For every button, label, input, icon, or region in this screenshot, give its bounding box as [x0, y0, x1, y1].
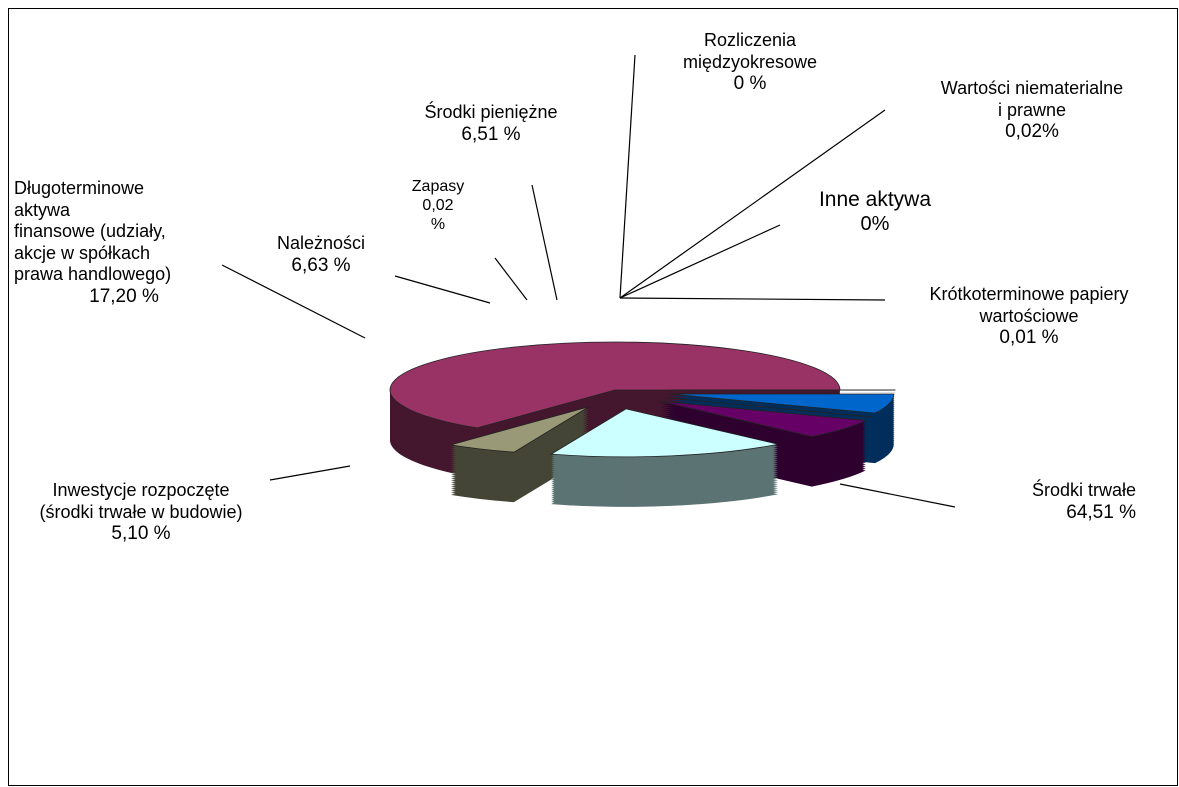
leader-line-3: [394, 275, 491, 304]
slice-value: 6,63 %: [291, 254, 351, 276]
leader-line-4: [494, 257, 528, 301]
slice-label-text: Inwestycje rozpoczęte (środki trwałe w b…: [39, 480, 243, 522]
pie-slice-3: [659, 400, 868, 437]
slice-value: 6,51 %: [461, 123, 521, 145]
leader-line-1: [269, 465, 351, 481]
slice-label-text: Inne aktywa: [818, 188, 932, 211]
slice-label-text: Środki pieniężne: [424, 102, 558, 122]
slice-label-text: Zapasy 0,02 %: [411, 178, 465, 234]
pie-slice-0: [389, 341, 841, 429]
slice-label-zapasy: Zapasy 0,02 %: [396, 177, 480, 235]
slice-label-text: Należności: [276, 233, 366, 253]
slice-value: 0,02%: [1005, 121, 1059, 143]
slice-label-rozliczenia: Rozliczenia międzyokresowe 0 %: [650, 30, 850, 96]
slice-label-text: Rozliczenia międzyokresowe: [682, 30, 818, 72]
leader-line-8: [619, 224, 781, 299]
slice-value: 5,10 %: [111, 523, 171, 545]
slice-label-srodki-trwale: Środki trwałe 64,51 %: [930, 480, 1136, 524]
slice-label-krotkoterminowe: Krótkoterminowe papiery wartościowe 0,01…: [900, 284, 1158, 350]
slice-label-srodki-pieniezne: Środki pieniężne 6,51 %: [396, 102, 586, 146]
leader-line-2: [221, 264, 366, 339]
slice-value: 17,20 %: [89, 285, 159, 307]
pie-slice-1: [450, 406, 589, 453]
leader-line-7: [619, 109, 886, 299]
slice-label-naleznosci: Należności 6,63 %: [256, 233, 386, 277]
slice-label-inwestycje: Inwestycje rozpoczęte (środki trwałe w b…: [14, 480, 268, 546]
slice-label-dlugoterminowe: Długoterminowe aktywa finansowe (udziały…: [14, 178, 234, 309]
slice-label-text: Środki trwałe: [1031, 480, 1136, 500]
slice-label-text: Wartości niematerialne i prawne: [940, 78, 1124, 120]
slice-value: 0 %: [733, 73, 767, 95]
pie-slice-4: [665, 397, 874, 418]
slice-label-wartosci-niematerialne: Wartości niematerialne i prawne 0,02%: [910, 78, 1154, 144]
slice-label-inne-aktywa: Inne aktywa 0%: [790, 187, 960, 236]
slice-value: 64,51 %: [1066, 501, 1136, 523]
pie-slice-side: [665, 399, 872, 419]
leader-line-5: [531, 184, 558, 301]
leader-line-6: [619, 54, 636, 299]
slice-value: 0%: [860, 213, 890, 236]
pie-slice-5: [668, 393, 895, 414]
pie-slice-2: [549, 408, 779, 458]
slice-label-text: Krótkoterminowe papiery wartościowe: [929, 284, 1129, 326]
slice-value: 0,01 %: [999, 327, 1059, 349]
leader-line-0: [839, 483, 956, 508]
leader-line-9: [619, 297, 886, 301]
slice-label-text: Długoterminowe aktywa finansowe (udziały…: [14, 178, 172, 285]
